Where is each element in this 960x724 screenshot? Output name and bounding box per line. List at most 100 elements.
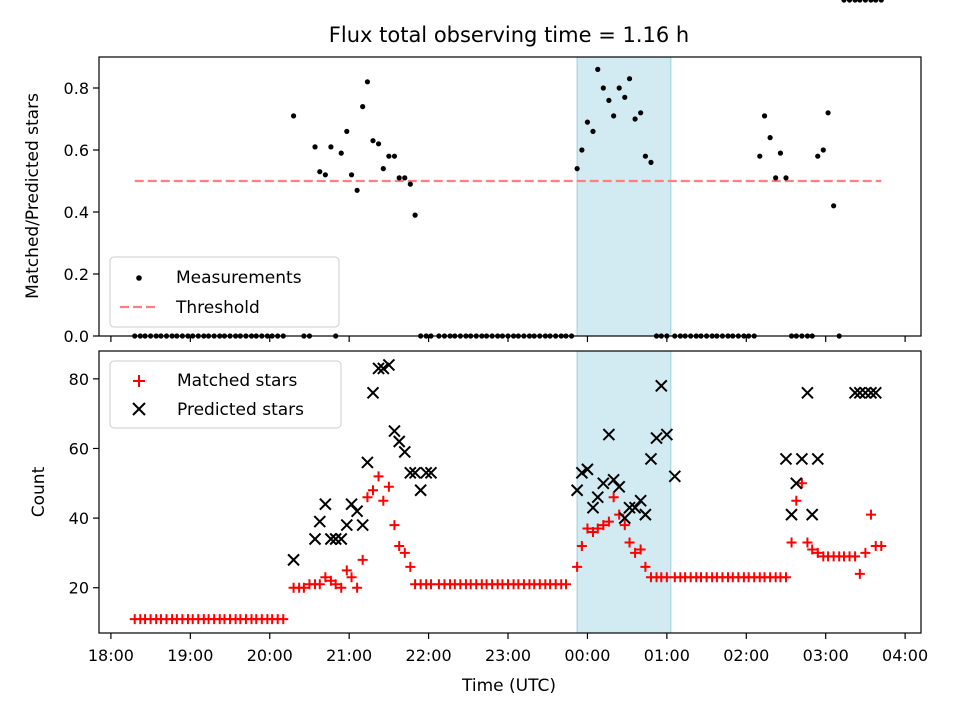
matched-star-point [298, 582, 309, 593]
predicted-star-point [586, 501, 600, 514]
matched-star-point [352, 582, 363, 593]
matched-star-point [394, 540, 405, 551]
predicted-star-point [361, 456, 374, 469]
bottom-legend: Matched stars Predicted stars [109, 360, 342, 429]
predicted-star-point [366, 386, 380, 399]
x-axis-label: Time (UTC) [461, 676, 556, 696]
matched-star-point [624, 537, 635, 548]
measurement-point [402, 175, 408, 181]
predicted-star-point [597, 477, 610, 490]
bottom-x-axis: 18:00 19:00 20:00 21:00 22:00 23:00 00:00 01:00… [88, 633, 928, 665]
predicted-star-point [575, 466, 589, 480]
measurement-point [375, 141, 382, 147]
matched-star-point [603, 516, 614, 527]
predicted-star-point [324, 532, 338, 546]
measurement-point [328, 144, 334, 150]
predicted-points-layer [287, 358, 882, 567]
matched-star-point [378, 495, 389, 506]
matched-star-point [860, 547, 871, 558]
legend-marker-predicted [132, 402, 146, 416]
top-y-axis: 0.0 0.2 0.4 0.6 0.8 [64, 79, 99, 346]
matched-star-point [576, 540, 587, 551]
bottom-panel: 20 40 60 80 18:00 19:00 20:00 21:00 22:00 23:00 0… [29, 350, 928, 696]
predicted-star-point [859, 386, 872, 399]
measurement-point [773, 175, 779, 181]
predicted-star-point [639, 508, 652, 521]
matched-star-point [796, 478, 807, 489]
predicted-star-point [581, 463, 594, 476]
predicted-star-point [382, 358, 396, 372]
legend-marker-matched [133, 375, 145, 387]
measurement-point [820, 147, 826, 153]
predicted-star-point [340, 518, 353, 532]
matched-star-point [630, 547, 641, 558]
measurement-point [825, 110, 831, 116]
measurement-point [767, 135, 773, 141]
matched-star-point [357, 554, 368, 565]
x-tick-label: 20:00 [247, 646, 293, 665]
matched-star-point [592, 523, 603, 534]
measurement-point [857, 0, 863, 3]
x-tick-label: 01:00 [644, 646, 690, 665]
top-highlight-span [576, 56, 672, 337]
measurement-point [841, 0, 847, 3]
x-tick-label: 19:00 [167, 646, 213, 665]
matched-star-point [812, 547, 823, 558]
matched-star-point [807, 544, 818, 555]
predicted-star-point [308, 532, 322, 546]
top-y-tick-label: 0.6 [64, 141, 89, 160]
matched-star-point [865, 509, 876, 520]
predicted-star-point [644, 452, 658, 466]
predicted-star-point [655, 379, 668, 393]
predicted-star-point [612, 480, 626, 493]
matched-star-point [389, 520, 400, 531]
matched-star-point [572, 561, 583, 572]
measurement-point [862, 0, 869, 3]
measurement-point [312, 144, 318, 150]
bottom-y-axis: 20 40 60 80 [69, 370, 99, 598]
x-tick-label: 02:00 [723, 646, 769, 665]
predicted-star-point [634, 494, 647, 507]
predicted-star-point [811, 452, 824, 466]
predicted-star-point [319, 497, 332, 511]
matched-star-point [791, 495, 802, 506]
x-tick-label: 03:00 [803, 646, 849, 665]
predicted-star-point [618, 511, 631, 525]
measurement-point [317, 169, 323, 175]
predicted-star-point [602, 428, 616, 441]
measurement-point [364, 79, 371, 85]
top-highlight-layer [576, 56, 672, 337]
predicted-star-point [356, 518, 369, 532]
measurement-point [391, 153, 398, 159]
matched-star-point [635, 544, 646, 555]
predicted-star-point [393, 435, 406, 448]
predicted-star-point [388, 424, 401, 438]
bottom-legend-box [109, 360, 342, 429]
measurement-point [290, 113, 297, 119]
measurement-point [590, 128, 596, 134]
top-y-tick-label: 0.4 [64, 203, 89, 222]
predicted-star-point [420, 466, 433, 480]
matched-star-point [582, 523, 593, 534]
matched-points-layer [129, 471, 887, 625]
predicted-star-point [801, 386, 814, 399]
matched-star-point [405, 561, 416, 572]
matched-star-point [598, 520, 609, 531]
measurement-point [626, 76, 633, 82]
matched-star-point [802, 537, 813, 548]
legend-marker-measurements [136, 275, 142, 281]
measurement-point [777, 150, 784, 156]
predicted-star-point [869, 386, 882, 399]
x-tick-label: 22:00 [406, 646, 452, 665]
predicted-star-point [790, 477, 803, 490]
matched-star-point [362, 492, 373, 503]
predicted-star-point [779, 452, 793, 466]
measurement-point [322, 172, 328, 178]
measurement-point [344, 128, 350, 134]
bottom-y-tick-label: 60 [69, 439, 89, 458]
matched-star-point [330, 579, 341, 590]
matched-star-point [373, 471, 384, 482]
matched-star-point [850, 551, 861, 562]
measurement-point [622, 94, 628, 100]
